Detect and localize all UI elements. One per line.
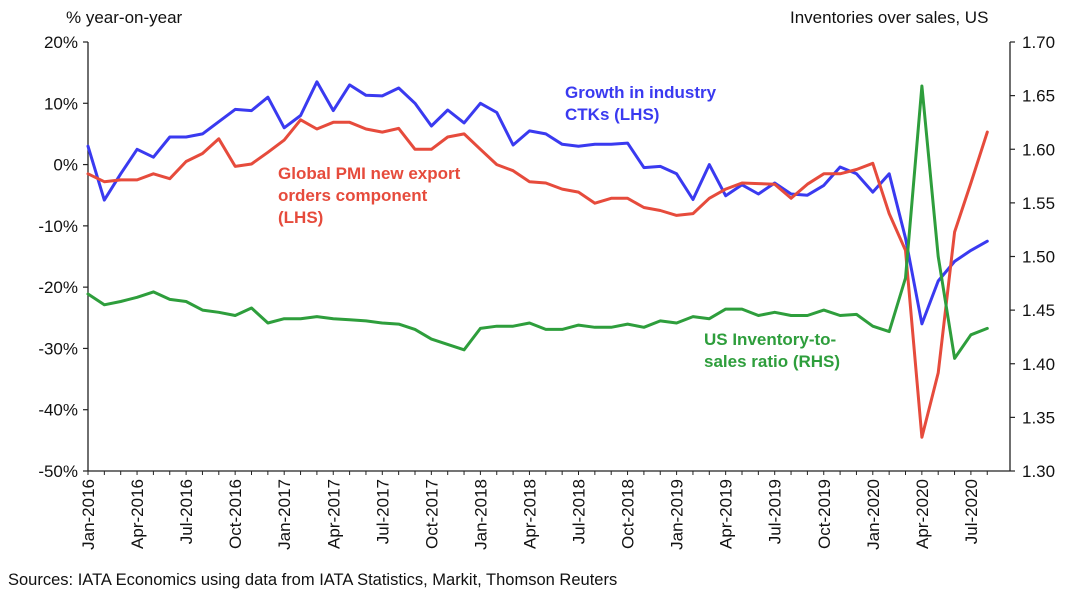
right-tick-label: 1.55 — [1022, 194, 1055, 213]
x-tick-label: Jan-2016 — [79, 479, 98, 550]
x-tick-label: Jan-2018 — [471, 479, 490, 550]
right-tick-label: 1.60 — [1022, 140, 1055, 159]
series-line-0 — [86, 80, 989, 326]
x-tick-label: Jul-2017 — [373, 479, 392, 544]
source-note: Sources: IATA Economics using data from … — [8, 571, 618, 589]
left-tick-label: 0% — [53, 156, 78, 175]
x-tick-label: Oct-2016 — [226, 479, 245, 549]
left-tick-label: -30% — [38, 339, 78, 358]
right-tick-label: 1.45 — [1022, 301, 1055, 320]
x-tick-label: Apr-2016 — [128, 479, 147, 549]
x-tick-label: Apr-2018 — [520, 479, 539, 549]
right-tick-label: 1.40 — [1022, 355, 1055, 374]
x-tick-label: Jul-2019 — [766, 479, 785, 544]
x-tick-label: Oct-2018 — [619, 479, 638, 549]
left-tick-label: 10% — [44, 94, 78, 113]
left-tick-label: -50% — [38, 462, 78, 481]
right-tick-label: 1.35 — [1022, 408, 1055, 427]
x-tick-label: Jul-2016 — [177, 479, 196, 544]
pmi-series-label: Global PMI new export orders component (… — [278, 164, 461, 227]
series-line-1 — [86, 118, 989, 439]
x-tick-label: Apr-2019 — [717, 479, 736, 549]
x-tick-label: Jul-2020 — [962, 479, 981, 544]
x-tick-label: Apr-2020 — [913, 479, 932, 549]
right-tick-label: 1.30 — [1022, 462, 1055, 481]
left-tick-label: -20% — [38, 278, 78, 297]
x-tick-label: Oct-2019 — [815, 479, 834, 549]
x-tick-label: Jul-2018 — [570, 479, 589, 544]
inventory-series-label: US Inventory-to- sales ratio (RHS) — [704, 330, 841, 371]
x-tick-label: Jan-2020 — [864, 479, 883, 550]
x-tick-label: Oct-2017 — [422, 479, 441, 549]
right-tick-label: 1.70 — [1022, 33, 1055, 52]
x-tick-label: Jan-2019 — [668, 479, 687, 550]
right-tick-label: 1.50 — [1022, 248, 1055, 267]
x-tick-label: Jan-2017 — [275, 479, 294, 550]
series-line-2 — [86, 84, 989, 360]
left-tick-label: -40% — [38, 401, 78, 420]
left-tick-label: 20% — [44, 33, 78, 52]
left-tick-label: -10% — [38, 217, 78, 236]
x-tick-label: Apr-2017 — [324, 479, 343, 549]
right-axis-title: Inventories over sales, US — [790, 8, 989, 27]
left-axis-title: % year-on-year — [66, 8, 183, 27]
ctk-series-label: Growth in industry CTKs (LHS) — [565, 83, 717, 124]
right-tick-label: 1.65 — [1022, 87, 1055, 106]
